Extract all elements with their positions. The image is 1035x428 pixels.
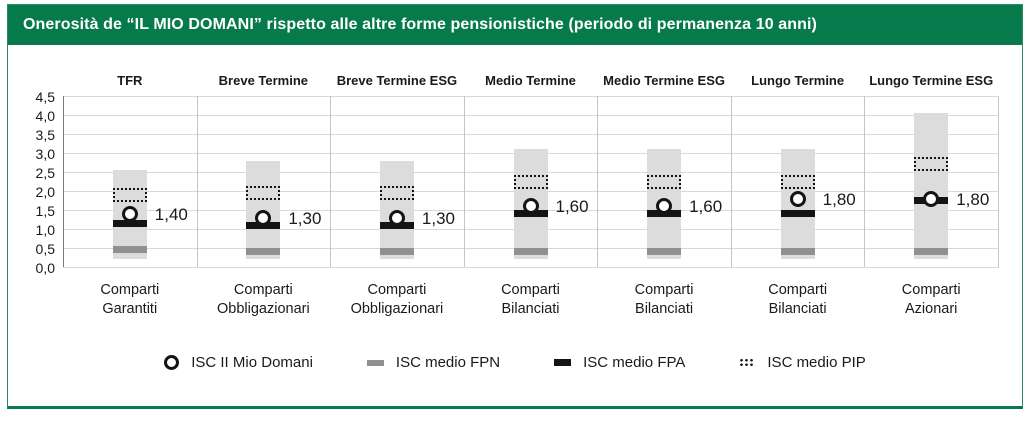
column-header: Medio Termine ESG <box>603 73 725 88</box>
legend-item-isc-medio-pip: ISC medio PIP <box>739 354 866 371</box>
value-label: 1,80 <box>822 189 856 209</box>
column-separator <box>196 96 198 267</box>
y-tick-label: 4,5 <box>35 89 55 105</box>
gray-dash-marker-icon <box>366 359 384 366</box>
x-axis-label: Comparti Garantiti <box>100 281 159 319</box>
chart-title-bar: Onerosità de “IL MIO DOMANI” rispetto al… <box>8 5 1022 45</box>
isc-marker <box>923 190 940 207</box>
column-header: Lungo Termine ESG <box>869 73 994 88</box>
isc-marker <box>121 205 138 222</box>
pip-marker <box>379 185 414 200</box>
category-line-1: Comparti <box>233 282 293 298</box>
category-line-1: Comparti <box>901 282 961 298</box>
category-line-2: Obbligazionari <box>350 301 444 317</box>
value-label: 1,60 <box>555 197 589 217</box>
value-label: 1,80 <box>956 189 990 209</box>
fpn-marker <box>379 248 414 256</box>
x-axis-label: Comparti Bilanciati <box>768 281 827 319</box>
y-tick-label: 2,5 <box>35 165 55 181</box>
x-axis-label: Comparti Azionari <box>902 281 961 319</box>
pip-marker <box>780 174 815 189</box>
chart-panel: Onerosità de “IL MIO DOMANI” rispetto al… <box>7 4 1023 409</box>
category-line-2: Garantiti <box>102 301 158 317</box>
category-line-2: Azionari <box>905 301 958 317</box>
fpn-marker <box>780 248 815 256</box>
category-line-1: Comparti <box>634 282 694 298</box>
column-header: Lungo Termine <box>751 73 845 88</box>
legend-item-isc-medio-fpa: ISC medio FPA <box>554 354 685 371</box>
legend-label: ISC medio FPA <box>583 354 686 371</box>
isc-marker <box>388 209 405 226</box>
pip-marker <box>647 174 682 189</box>
y-tick-label: 0,0 <box>35 260 55 276</box>
y-tick-label: 1,5 <box>35 203 55 219</box>
legend-item-isc-mio-domani: ISC II Mio Domani <box>164 354 313 371</box>
category-line-1: Comparti <box>367 282 427 298</box>
isc-marker <box>255 209 272 226</box>
legend-label: ISC medio FPN <box>395 354 501 371</box>
gridline <box>63 134 998 135</box>
y-tick-label: 0,5 <box>35 241 55 257</box>
value-label: 1,40 <box>154 204 188 224</box>
fpa-marker <box>112 219 147 227</box>
gridline <box>63 267 998 268</box>
y-tick-label: 1,0 <box>35 222 55 238</box>
category-line-2: Bilanciati <box>635 301 694 317</box>
legend-label: ISC medio PIP <box>767 354 866 371</box>
fpn-marker <box>246 248 281 256</box>
category-line-1: Comparti <box>501 282 560 298</box>
plot-right-border <box>998 96 999 268</box>
pip-marker <box>246 185 281 200</box>
column-separator <box>597 96 599 267</box>
gridline <box>63 96 998 97</box>
category-line-2: Bilanciati <box>501 301 560 317</box>
x-axis-label: Comparti Bilanciati <box>501 281 560 319</box>
dotted-rect-marker-icon <box>739 358 756 367</box>
y-axis-line <box>63 96 64 267</box>
range-bar <box>914 113 949 260</box>
value-label: 1,30 <box>421 208 456 228</box>
y-tick-label: 3,5 <box>35 127 55 143</box>
category-line-2: Bilanciati <box>768 301 827 317</box>
fpn-marker <box>112 246 147 254</box>
column-header: TFR <box>117 73 143 88</box>
black-dash-marker-icon <box>554 359 572 366</box>
fpn-marker <box>914 248 949 256</box>
isc-marker <box>656 198 673 215</box>
value-label: 1,30 <box>288 208 322 228</box>
category-line-1: Comparti <box>100 282 160 298</box>
column-separator <box>463 96 465 267</box>
open-circle-marker-icon <box>164 355 180 370</box>
column-separator <box>730 96 732 267</box>
legend-label: ISC II Mio Domani <box>191 354 313 371</box>
column-header: Breve Termine ESG <box>336 73 458 88</box>
x-axis-label: Comparti Obbligazionari <box>217 281 310 319</box>
column-header: Medio Termine <box>485 73 576 88</box>
y-tick-label: 4,0 <box>35 108 55 124</box>
pip-marker <box>914 157 949 172</box>
column-separator <box>330 96 332 267</box>
pip-marker <box>112 187 147 202</box>
column-separator <box>864 96 866 267</box>
fpn-marker <box>647 248 682 256</box>
column-header: Breve Termine <box>218 73 309 88</box>
isc-marker <box>789 190 806 207</box>
chart-legend: ISC II Mio Domani ISC medio FPN ISC medi… <box>8 354 1022 371</box>
category-line-2: Obbligazionari <box>216 301 310 317</box>
y-tick-label: 3,0 <box>35 146 55 162</box>
isc-marker <box>522 198 539 215</box>
cost-comparison-chart: 0,0 0,5 1,0 1,5 2,0 2,5 3,0 3,5 4,0 4,5 TFR 1,40 Com… <box>8 45 1022 328</box>
pip-marker <box>513 174 548 189</box>
category-line-1: Comparti <box>768 282 828 298</box>
value-label: 1,60 <box>689 197 723 217</box>
fpa-marker <box>780 210 815 218</box>
chart-title: Onerosità de “IL MIO DOMANI” rispetto al… <box>23 16 817 33</box>
gridline <box>63 115 998 116</box>
legend-item-isc-medio-fpn: ISC medio FPN <box>366 354 501 371</box>
y-tick-label: 2,0 <box>35 184 55 200</box>
x-axis-label: Comparti Bilanciati <box>635 281 694 319</box>
fpn-marker <box>513 248 548 256</box>
x-axis-label: Comparti Obbligazionari <box>351 281 444 319</box>
